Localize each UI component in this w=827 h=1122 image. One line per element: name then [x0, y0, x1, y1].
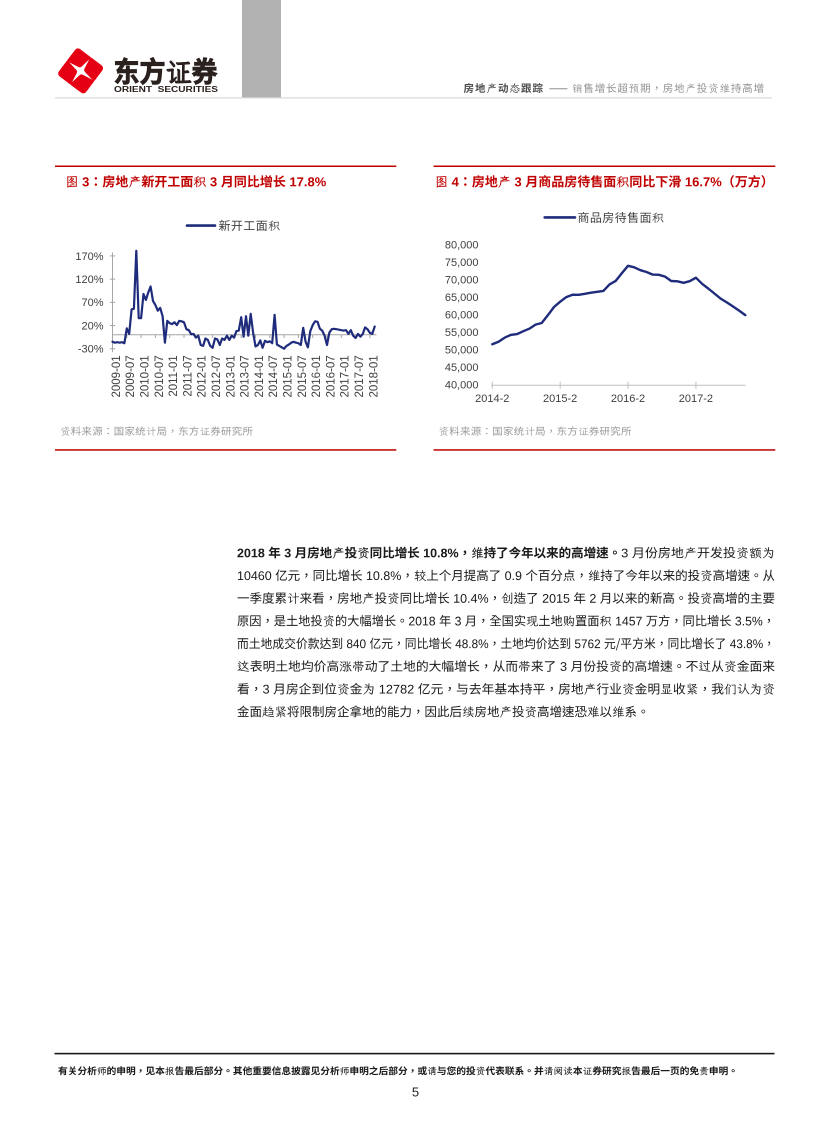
svg-text:2017-07: 2017-07 — [354, 355, 366, 397]
svg-text:2015-07: 2015-07 — [297, 355, 309, 397]
svg-text:2009-01: 2009-01 — [111, 355, 123, 397]
svg-text:2015-01: 2015-01 — [283, 355, 295, 397]
svg-text:2013-01: 2013-01 — [225, 355, 237, 397]
svg-text:40,000: 40,000 — [445, 380, 479, 392]
svg-text:2010-07: 2010-07 — [154, 355, 166, 397]
svg-text:2014-01: 2014-01 — [254, 355, 266, 397]
svg-text:65,000: 65,000 — [445, 292, 479, 304]
svg-text:2015-2: 2015-2 — [543, 393, 577, 405]
svg-text:55,000: 55,000 — [445, 327, 479, 339]
svg-text:2013-07: 2013-07 — [240, 355, 252, 397]
svg-text:2016-2: 2016-2 — [611, 393, 645, 405]
svg-text:-30%: -30% — [78, 344, 104, 356]
svg-text:60,000: 60,000 — [445, 310, 479, 322]
svg-text:2017-2: 2017-2 — [679, 393, 713, 405]
svg-text:2012-07: 2012-07 — [211, 355, 223, 397]
svg-text:5: 5 — [412, 1085, 419, 1100]
svg-text:50,000: 50,000 — [445, 345, 479, 357]
svg-text:ORIENT SECURITIES: ORIENT SECURITIES — [114, 85, 219, 94]
svg-text:2012-01: 2012-01 — [197, 355, 209, 397]
svg-text:70,000: 70,000 — [445, 275, 479, 287]
svg-text:170%: 170% — [75, 251, 103, 263]
svg-text:120%: 120% — [75, 274, 103, 286]
svg-text:2014-07: 2014-07 — [268, 355, 280, 397]
svg-text:2009-07: 2009-07 — [125, 355, 137, 397]
svg-text:2014-2: 2014-2 — [475, 393, 509, 405]
svg-text:20%: 20% — [81, 320, 103, 332]
svg-text:2017-01: 2017-01 — [340, 355, 352, 397]
svg-text:75,000: 75,000 — [445, 257, 479, 269]
svg-text:70%: 70% — [81, 297, 103, 309]
svg-text:2011-01: 2011-01 — [168, 355, 180, 396]
svg-text:45,000: 45,000 — [445, 362, 479, 374]
svg-text:2016-07: 2016-07 — [325, 355, 337, 397]
svg-text:80,000: 80,000 — [445, 240, 479, 252]
svg-text:2018-01: 2018-01 — [368, 355, 380, 397]
svg-text:2011-07: 2011-07 — [182, 355, 194, 396]
svg-text:2016-01: 2016-01 — [311, 355, 323, 397]
svg-text:2010-01: 2010-01 — [140, 355, 152, 397]
